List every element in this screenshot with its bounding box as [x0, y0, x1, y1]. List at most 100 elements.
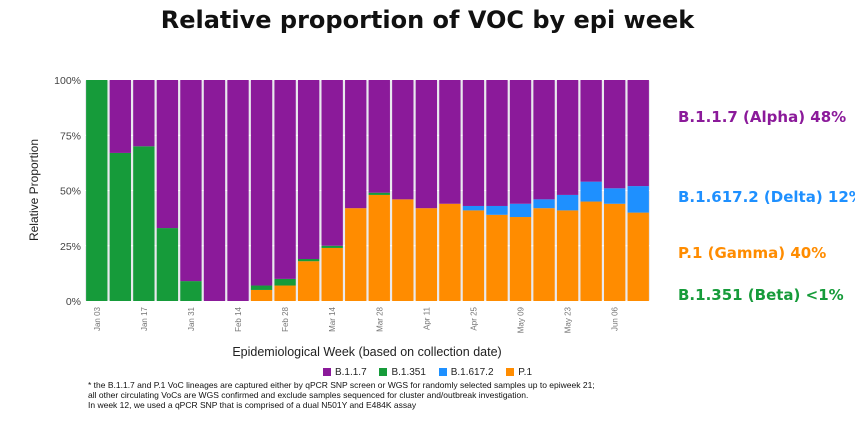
- legend-label-beta: B.1.351: [391, 367, 426, 378]
- bar-segment-b-1-351: [368, 192, 390, 195]
- bar-segment-b-1-1-7: [109, 80, 131, 153]
- bar-segment-b-1-1-7: [580, 80, 602, 182]
- bar-segment-p-1: [415, 208, 438, 301]
- bar-segment-b-1-1-7: [462, 80, 485, 206]
- legend-item-alpha: B.1.1.7: [322, 367, 367, 378]
- bar-segment-p-1: [556, 210, 579, 301]
- x-axis-label: Epidemiological Week (based on collectio…: [232, 345, 501, 359]
- bar-segment-p-1: [580, 201, 602, 301]
- bar-segment-b-1-1-7: [156, 80, 179, 229]
- bar-segment-b-1-351: [250, 285, 273, 290]
- legend-label-delta: B.1.617.2: [450, 367, 494, 378]
- bar-segment-p-1: [439, 203, 461, 301]
- bar-segment-b-1-1-7: [627, 80, 649, 187]
- y-ticks: 0% 25% 50% 75% 100%: [54, 75, 81, 308]
- bar-segment-b-1-617-2: [509, 203, 532, 218]
- footnote-line: * the B.1.1.7 and P.1 VoC lineages are c…: [88, 380, 595, 390]
- bar-segment-b-1-1-7: [133, 80, 155, 147]
- bar-segment-p-1: [297, 261, 320, 301]
- bar-segment-b-1-351: [274, 278, 296, 286]
- footnotes: * the B.1.1.7 and P.1 VoC lineages are c…: [88, 380, 595, 410]
- bar-segment-b-1-1-7: [274, 80, 296, 279]
- bar-segment-b-1-1-7: [439, 80, 461, 204]
- bar-segment-b-1-1-7: [250, 80, 273, 286]
- bar-segment-b-1-1-7: [486, 80, 508, 206]
- y-axis-label: Relative Proportion: [27, 139, 41, 241]
- bar-segment-b-1-617-2: [462, 205, 485, 211]
- bar-segment-b-1-351: [156, 228, 179, 301]
- bar-segment-p-1: [604, 203, 626, 301]
- bar-segment-b-1-617-2: [486, 205, 508, 215]
- legend-swatch-alpha: [322, 368, 331, 376]
- x-tick-label: Jun 06: [611, 306, 620, 331]
- callout-gamma: P.1 (Gamma) 40%: [678, 244, 827, 262]
- bar-segment-p-1: [321, 247, 343, 301]
- callout-beta: B.1.351 (Beta) <1%: [678, 286, 844, 304]
- bar-segment-b-1-351: [86, 80, 108, 301]
- bar-segment-b-1-617-2: [580, 181, 602, 202]
- y-tick-label: 75%: [60, 130, 81, 142]
- x-tick-label: Mar 14: [328, 306, 337, 331]
- bar-segment-b-1-1-7: [415, 80, 438, 209]
- bar-segment-p-1: [533, 208, 555, 301]
- x-tick-label: Feb 28: [281, 306, 290, 331]
- bar-segment-b-1-351: [180, 281, 202, 301]
- legend-item-beta: B.1.351: [379, 367, 426, 378]
- x-tick-label: Jan 03: [93, 306, 102, 331]
- footnote-line: all other circulating VoCs are WGS confi…: [88, 390, 529, 400]
- x-tick-label: Apr 11: [422, 306, 431, 330]
- bar-segment-p-1: [509, 217, 532, 301]
- bar-segment-b-1-1-7: [509, 80, 532, 204]
- bar-segment-p-1: [462, 210, 485, 301]
- legend-swatch-delta: [438, 368, 447, 376]
- x-ticks: Jan 03 Jan 17 Jan 31 Feb 14 Feb 28 Mar 14 Mar …: [93, 306, 620, 333]
- grid: [85, 79, 650, 302]
- bar-segment-b-1-351: [321, 245, 343, 248]
- x-tick-label: May 23: [564, 306, 573, 333]
- x-tick-label: Jan 31: [187, 306, 196, 331]
- legend: B.1.1.7 B.1.351 B.1.617.2 P.1: [0, 367, 855, 378]
- legend-item-gamma: P.1: [506, 367, 532, 378]
- bar-segment-b-1-1-7: [203, 80, 226, 301]
- bar-segment-b-1-1-7: [180, 80, 202, 282]
- bar-segment-b-1-1-7: [533, 80, 555, 200]
- bar-segment-b-1-1-7: [556, 80, 579, 195]
- bar-segment-b-1-351: [133, 146, 155, 301]
- bar-segment-p-1: [250, 289, 273, 301]
- legend-item-delta: B.1.617.2: [438, 367, 494, 378]
- legend-label-alpha: B.1.1.7: [334, 367, 367, 378]
- bar-segment-b-1-1-7: [392, 80, 414, 200]
- bar-segment-p-1: [345, 208, 367, 301]
- x-tick-label: Apr 25: [469, 306, 478, 330]
- x-tick-label: Mar 28: [375, 306, 384, 331]
- x-tick-label: Feb 14: [234, 306, 243, 331]
- bar-segment-b-1-351: [297, 259, 320, 262]
- bar-segment-b-1-617-2: [556, 194, 579, 211]
- bar-segment-p-1: [627, 212, 649, 301]
- bar-segment-p-1: [274, 285, 296, 301]
- callout-alpha: B.1.1.7 (Alpha) 48%: [678, 108, 847, 126]
- bar-segment-p-1: [368, 194, 390, 301]
- bars: [86, 80, 649, 301]
- bar-segment-b-1-1-7: [345, 80, 367, 209]
- bar-segment-b-1-1-7: [604, 80, 626, 189]
- y-tick-label: 100%: [54, 75, 81, 87]
- legend-swatch-gamma: [506, 368, 515, 376]
- bar-segment-b-1-617-2: [604, 188, 626, 204]
- bar-segment-b-1-1-7: [368, 80, 390, 193]
- bar-segment-b-1-617-2: [533, 199, 555, 209]
- bar-segment-b-1-617-2: [627, 186, 649, 213]
- callout-delta: B.1.617.2 (Delta) 12%: [678, 188, 855, 206]
- y-tick-label: 0%: [66, 296, 81, 308]
- legend-label-gamma: P.1: [518, 367, 533, 378]
- bar-segment-b-1-1-7: [321, 80, 343, 246]
- bar-segment-b-1-1-7: [297, 80, 320, 260]
- bar-segment-b-1-351: [109, 152, 131, 301]
- x-tick-label: May 09: [517, 306, 526, 333]
- chart-title: Relative proportion of VOC by epi week: [160, 6, 695, 34]
- x-tick-label: Jan 17: [140, 306, 149, 331]
- bar-segment-b-1-1-7: [227, 80, 249, 301]
- bar-segment-p-1: [392, 199, 414, 301]
- y-tick-label: 50%: [60, 186, 81, 198]
